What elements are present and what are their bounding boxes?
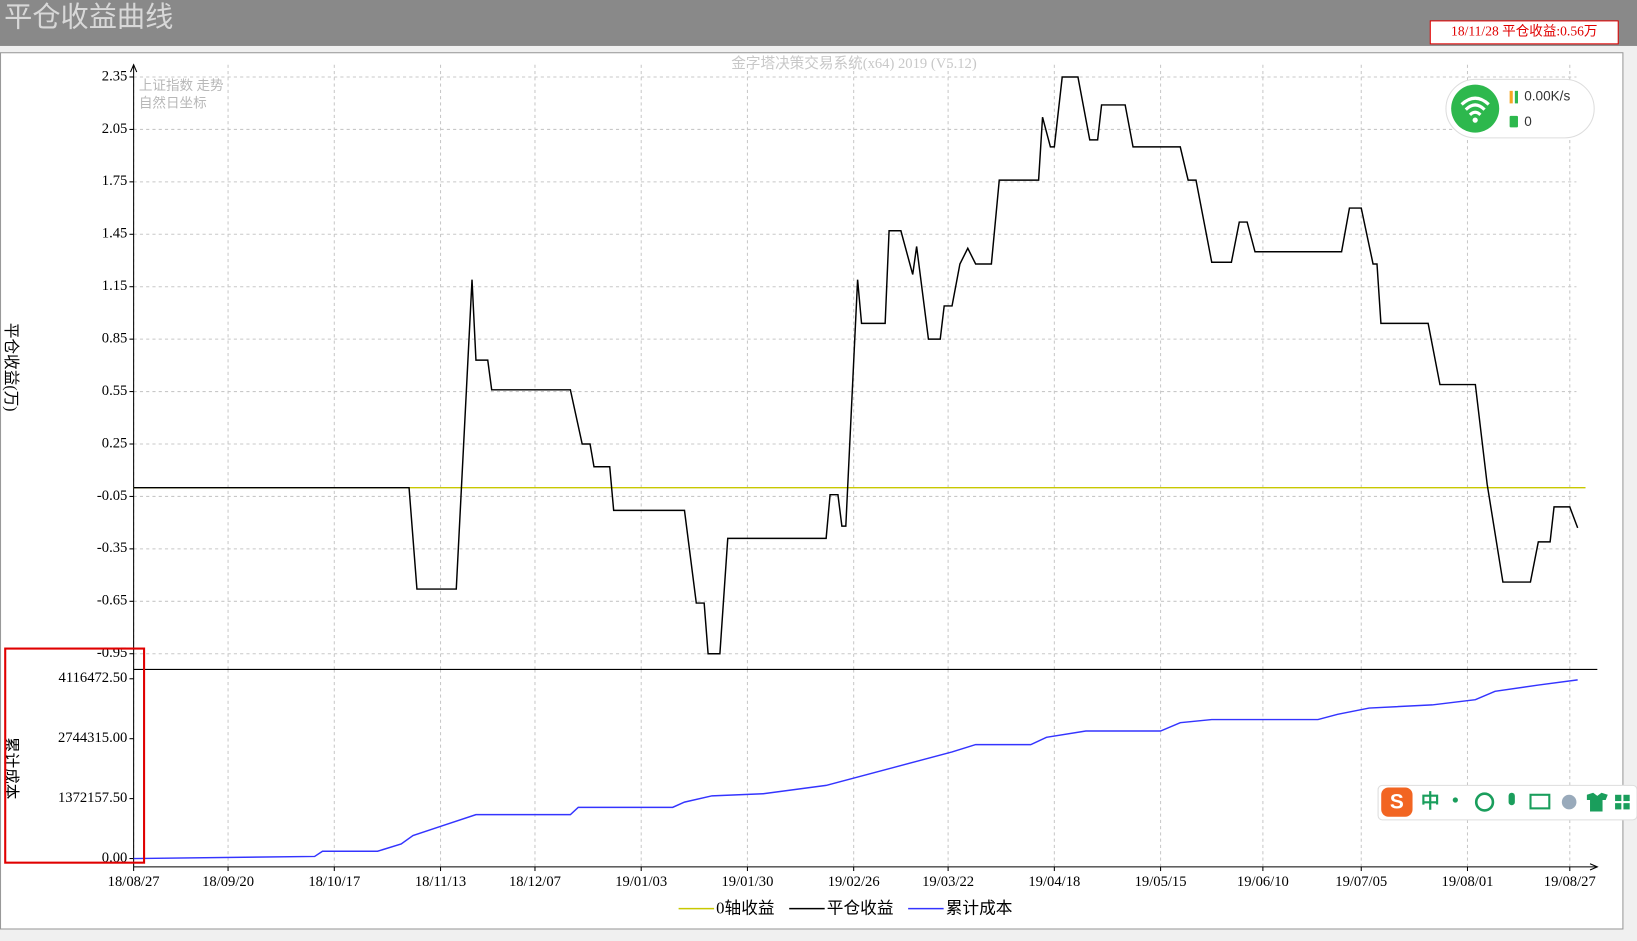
- y-axis-label: 平仓收益(万): [2, 323, 20, 412]
- legend-label: 0轴收益: [716, 898, 774, 917]
- legend-label: 累计成本: [946, 898, 1013, 917]
- x-tick-label: 19/02/26: [828, 874, 880, 890]
- x-tick-label: 18/10/17: [308, 874, 360, 890]
- ime-icon[interactable]: [1561, 794, 1577, 810]
- ime-icon[interactable]: [1452, 797, 1458, 803]
- y-tick-label: -0.95: [97, 645, 127, 661]
- window-title: 平仓收益曲线: [4, 0, 173, 33]
- x-tick-label: 19/03/22: [922, 874, 974, 890]
- ime-icon[interactable]: [1586, 792, 1608, 812]
- y-tick-label: 2.05: [102, 121, 128, 137]
- x-tick-label: 19/08/27: [1544, 874, 1596, 890]
- ime-panel: [1377, 784, 1637, 821]
- x-tick-label: 18/08/27: [108, 874, 160, 890]
- y-tick-label: 1.75: [102, 173, 128, 189]
- y-tick-label: 1372157.50: [58, 790, 127, 806]
- x-tick-label: 19/01/03: [615, 874, 667, 890]
- y-tick-label: 2744315.00: [58, 730, 127, 746]
- y-tick-label: 0.55: [102, 383, 128, 399]
- y-tick-label: -0.35: [97, 540, 127, 556]
- x-tick-label: 18/11/13: [415, 874, 466, 890]
- highlight-box: [4, 647, 146, 864]
- overlay-label: 上证指数 走势: [139, 78, 224, 93]
- network-widget: 0.00K/s 0: [1445, 78, 1595, 139]
- ime-mode[interactable]: 中: [1421, 789, 1440, 812]
- y-tick-label: 4116472.50: [59, 670, 128, 686]
- line-series: [133, 76, 1579, 655]
- count-icon: [1509, 115, 1518, 128]
- status-box: [1429, 20, 1619, 45]
- axis-arrow: [1589, 863, 1599, 871]
- chart-area: [0, 52, 1624, 930]
- y-tick-label: 1.15: [102, 278, 128, 294]
- ime-icon[interactable]: [1474, 792, 1495, 812]
- wifi-arcs: [1460, 96, 1490, 117]
- y-axis-label: 累计成本: [2, 737, 20, 800]
- x-tick-label: 19/01/30: [721, 874, 773, 890]
- speed-icon: [1514, 90, 1518, 104]
- ime-toolbar: S 中: [1377, 784, 1637, 821]
- ime-icon[interactable]: [1615, 803, 1622, 810]
- y-tick-label: 1.45: [102, 226, 128, 242]
- x-tick-label: 18/09/20: [202, 874, 254, 890]
- plot: 2.35 2.05 1.75 1.45 1.15 0.85 0.55 0.25 -0.05 -0.…: [2, 63, 1599, 917]
- net-speed: 0.00K/s: [1524, 89, 1570, 104]
- ime-logo: [1381, 787, 1413, 817]
- y-tick-label: 2.35: [102, 68, 128, 84]
- speed-icon: [1509, 90, 1513, 104]
- net-count: 0: [1524, 114, 1532, 129]
- y-tick-label: 0.85: [102, 330, 128, 346]
- line-series: [133, 679, 1578, 860]
- overlay-label: 自然日坐标: [139, 95, 207, 111]
- status-text: 18/11/28 平仓收益:0.56万: [1451, 23, 1597, 38]
- x-tick-label: 18/12/07: [509, 874, 561, 890]
- ime-icon[interactable]: [1623, 803, 1630, 810]
- ime-icon[interactable]: [1615, 794, 1622, 802]
- x-tick-label: 19/06/10: [1237, 874, 1289, 890]
- ime-logo-letter: S: [1390, 791, 1404, 814]
- watermark: 金字塔决策交易系统(x64) 2019 (V5.12): [731, 54, 977, 72]
- wifi-dot: [1472, 117, 1478, 123]
- legend-label: 平仓收益: [827, 898, 894, 917]
- ime-icon[interactable]: [1508, 792, 1515, 806]
- axis-arrow: [130, 63, 138, 73]
- x-tick-label: 19/04/18: [1028, 874, 1080, 890]
- y-tick-label: -0.65: [97, 593, 127, 609]
- title-bar: [0, 0, 1637, 46]
- ime-icon[interactable]: [1623, 794, 1630, 802]
- y-tick-label: -0.05: [97, 488, 127, 504]
- x-tick-label: 19/05/15: [1135, 874, 1187, 890]
- x-tick-label: 19/08/01: [1442, 874, 1494, 890]
- y-tick-label: 0.25: [102, 435, 128, 451]
- wifi-icon: [1451, 84, 1500, 133]
- ime-icon[interactable]: [1529, 793, 1551, 810]
- x-tick-label: 19/07/05: [1335, 874, 1387, 890]
